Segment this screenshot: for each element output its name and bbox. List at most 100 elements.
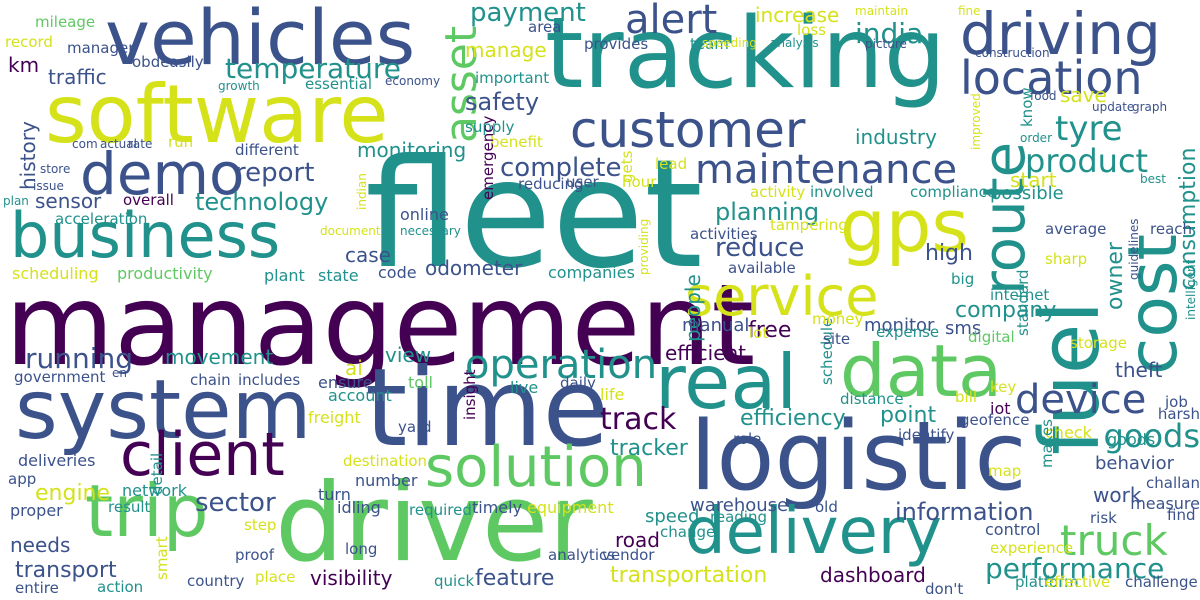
cloud-word: distance: [840, 390, 904, 408]
cloud-word: payment: [470, 0, 586, 28]
cloud-word: efficient: [665, 341, 747, 365]
cloud-word: service: [685, 265, 879, 328]
cloud-word: average: [1045, 220, 1107, 238]
cloud-word: long: [345, 540, 378, 558]
cloud-word: reducing: [518, 175, 584, 193]
cloud-word: harsh: [1157, 405, 1200, 423]
cloud-word: hour: [622, 173, 657, 191]
cloud-word: reading: [710, 508, 767, 526]
cloud-word: work: [1093, 483, 1142, 507]
cloud-word: start: [1010, 168, 1057, 192]
cloud-word: map: [988, 462, 1022, 480]
cloud-word: software: [45, 68, 389, 161]
cloud-word: engine: [35, 481, 111, 506]
cloud-word: role: [733, 430, 762, 448]
cloud-word: idling: [337, 498, 381, 517]
cloud-word: fleet: [365, 128, 703, 302]
cloud-word: network: [122, 481, 187, 500]
cloud-word: industry: [855, 125, 937, 149]
cloud-word: analytics: [548, 546, 616, 564]
cloud-word: life: [600, 385, 625, 404]
cloud-word: challan: [1146, 474, 1200, 492]
cloud-word: speeding: [702, 36, 757, 50]
cloud-word: km: [8, 53, 40, 77]
cloud-word: needs: [10, 533, 71, 557]
cloud-word: insight: [461, 369, 479, 420]
cloud-word: challenge: [1125, 573, 1198, 591]
cloud-word: safety: [465, 88, 540, 116]
cloud-word: sector: [195, 488, 276, 518]
cloud-word: delivery: [685, 495, 942, 569]
cloud-word: standard: [1014, 269, 1032, 336]
cloud-word: temperature: [225, 52, 401, 85]
cloud-word: loss: [797, 21, 826, 39]
cloud-word: fine: [958, 4, 981, 18]
cloud-word: result: [108, 498, 151, 516]
cloud-word: food: [1030, 89, 1057, 103]
cloud-word: acceleration: [55, 210, 148, 228]
cloud-word: provides: [584, 35, 649, 53]
cloud-word: data: [840, 329, 1003, 413]
cloud-word: record: [5, 33, 53, 51]
cloud-word: guidelines: [1127, 218, 1141, 280]
cloud-word: location: [960, 51, 1143, 105]
cloud-word: scheduling: [12, 264, 99, 283]
cloud-word: en: [112, 366, 127, 380]
cloud-word: area: [528, 18, 562, 36]
cloud-word: efficiency: [740, 406, 846, 431]
cloud-word: report: [235, 158, 315, 188]
cloud-word: information: [895, 498, 1034, 526]
cloud-word: essential: [305, 75, 373, 93]
cloud-word: construction: [975, 46, 1050, 60]
cloud-word: sensor: [35, 189, 102, 213]
cloud-word: view: [385, 343, 432, 367]
cloud-word: involved: [810, 183, 874, 201]
cloud-word: obdeasily: [132, 53, 204, 71]
cloud-word: alert: [625, 0, 718, 43]
cloud-word: big: [951, 270, 975, 288]
cloud-word: reduce: [715, 233, 805, 263]
cloud-word: solution: [425, 435, 647, 500]
cloud-word: tracking: [545, 0, 946, 111]
cloud-word: number: [355, 471, 418, 490]
cloud-word: picture: [865, 37, 907, 51]
cloud-word: growth: [218, 79, 260, 93]
cloud-word: don't: [925, 580, 964, 598]
cloud-word: expense: [876, 323, 940, 341]
cloud-word: gps: [840, 184, 969, 268]
cloud-word: analysis: [770, 36, 819, 50]
cloud-word: live: [510, 378, 539, 397]
cloud-word: gets: [618, 150, 636, 183]
cloud-word: country: [187, 572, 245, 590]
cloud-word: company: [955, 298, 1057, 323]
cloud-word: order: [1020, 131, 1052, 145]
cloud-word: save: [1060, 83, 1107, 107]
cloud-word: important: [475, 69, 550, 87]
cloud-word: state: [318, 266, 359, 285]
cloud-word: com: [72, 137, 98, 151]
cloud-word: rate: [128, 137, 153, 151]
cloud-word: speed: [645, 506, 700, 527]
cloud-word: update: [1092, 100, 1135, 114]
cloud-word: increase: [755, 3, 840, 27]
cloud-word: old: [815, 498, 838, 516]
cloud-word: bill: [955, 388, 978, 406]
cloud-word: quick: [434, 572, 475, 590]
cloud-word: check: [1045, 423, 1092, 442]
cloud-word: mileage: [35, 13, 96, 31]
cloud-word: time: [365, 346, 610, 471]
cloud-word: logistic: [690, 402, 1027, 512]
cloud-word: manage: [465, 38, 547, 62]
cloud-word: graph: [1132, 100, 1168, 114]
cloud-word: money: [812, 310, 864, 328]
cloud-word: place: [255, 568, 296, 586]
cloud-word: device: [1015, 377, 1147, 423]
cloud-word: manager: [67, 39, 135, 57]
cloud-word: free: [748, 318, 792, 343]
cloud-word: owner: [1103, 242, 1128, 310]
cloud-word: indian: [355, 173, 369, 210]
cloud-word: performance: [985, 552, 1165, 585]
cloud-word: behavior: [1095, 453, 1175, 474]
cloud-word: road: [615, 528, 660, 552]
cloud-word: account: [328, 386, 392, 405]
